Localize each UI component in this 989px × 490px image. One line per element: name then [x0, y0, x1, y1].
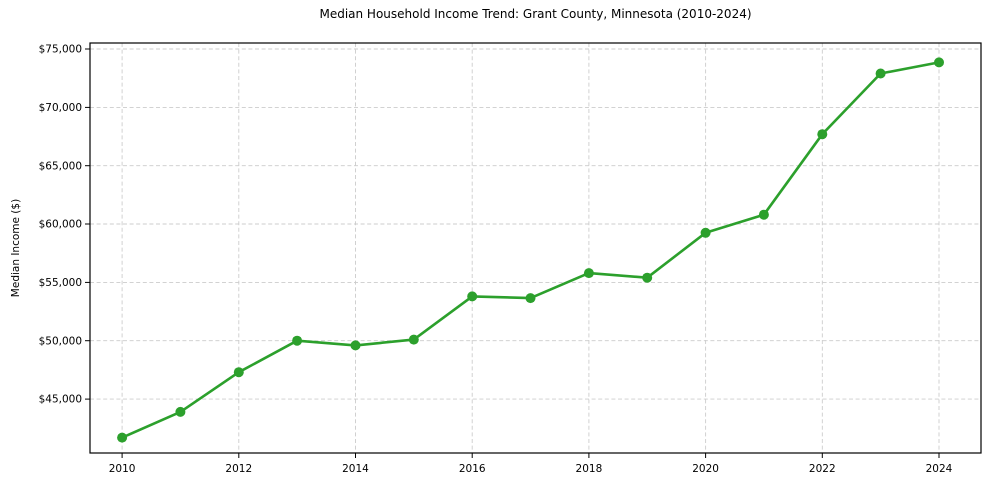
plot-border — [89, 42, 982, 454]
data-point-2017 — [525, 293, 536, 304]
data-point-2020 — [700, 227, 711, 238]
x-tick-label: 2022 — [809, 463, 836, 475]
data-point-2013 — [292, 335, 303, 346]
y-tick-label: $50,000 — [39, 335, 82, 347]
data-point-2015 — [408, 334, 419, 345]
data-point-2024 — [934, 57, 944, 68]
data-point-2021 — [758, 209, 769, 220]
x-tick-label: 2010 — [109, 463, 136, 475]
chart-title: Median Household Income Trend: Grant Cou… — [319, 7, 752, 21]
x-tick-label: 2012 — [225, 463, 252, 475]
data-point-2010 — [117, 432, 128, 443]
data-point-2019 — [642, 272, 653, 283]
income-trend-line — [120, 61, 941, 439]
y-tick-label: $75,000 — [39, 44, 82, 56]
x-tick-label: 2016 — [459, 463, 486, 475]
y-tick-label: $65,000 — [39, 160, 82, 172]
data-point-2014 — [350, 340, 361, 351]
data-point-2023 — [875, 68, 886, 79]
data-point-2011 — [175, 406, 186, 417]
x-tick-label: 2018 — [576, 463, 603, 475]
y-tick-label: $55,000 — [39, 277, 82, 289]
y-tick-label: $60,000 — [39, 219, 82, 231]
x-tick-label: 2024 — [926, 463, 953, 475]
data-point-2022 — [817, 129, 828, 140]
y-tick-label: $45,000 — [39, 394, 82, 406]
data-point-2018 — [583, 268, 594, 279]
x-tick-label: 2020 — [692, 463, 719, 475]
y-tick-label: $70,000 — [39, 102, 82, 114]
data-point-2012 — [233, 367, 244, 378]
x-tick-label: 2014 — [342, 463, 369, 475]
data-point-2016 — [467, 291, 478, 302]
